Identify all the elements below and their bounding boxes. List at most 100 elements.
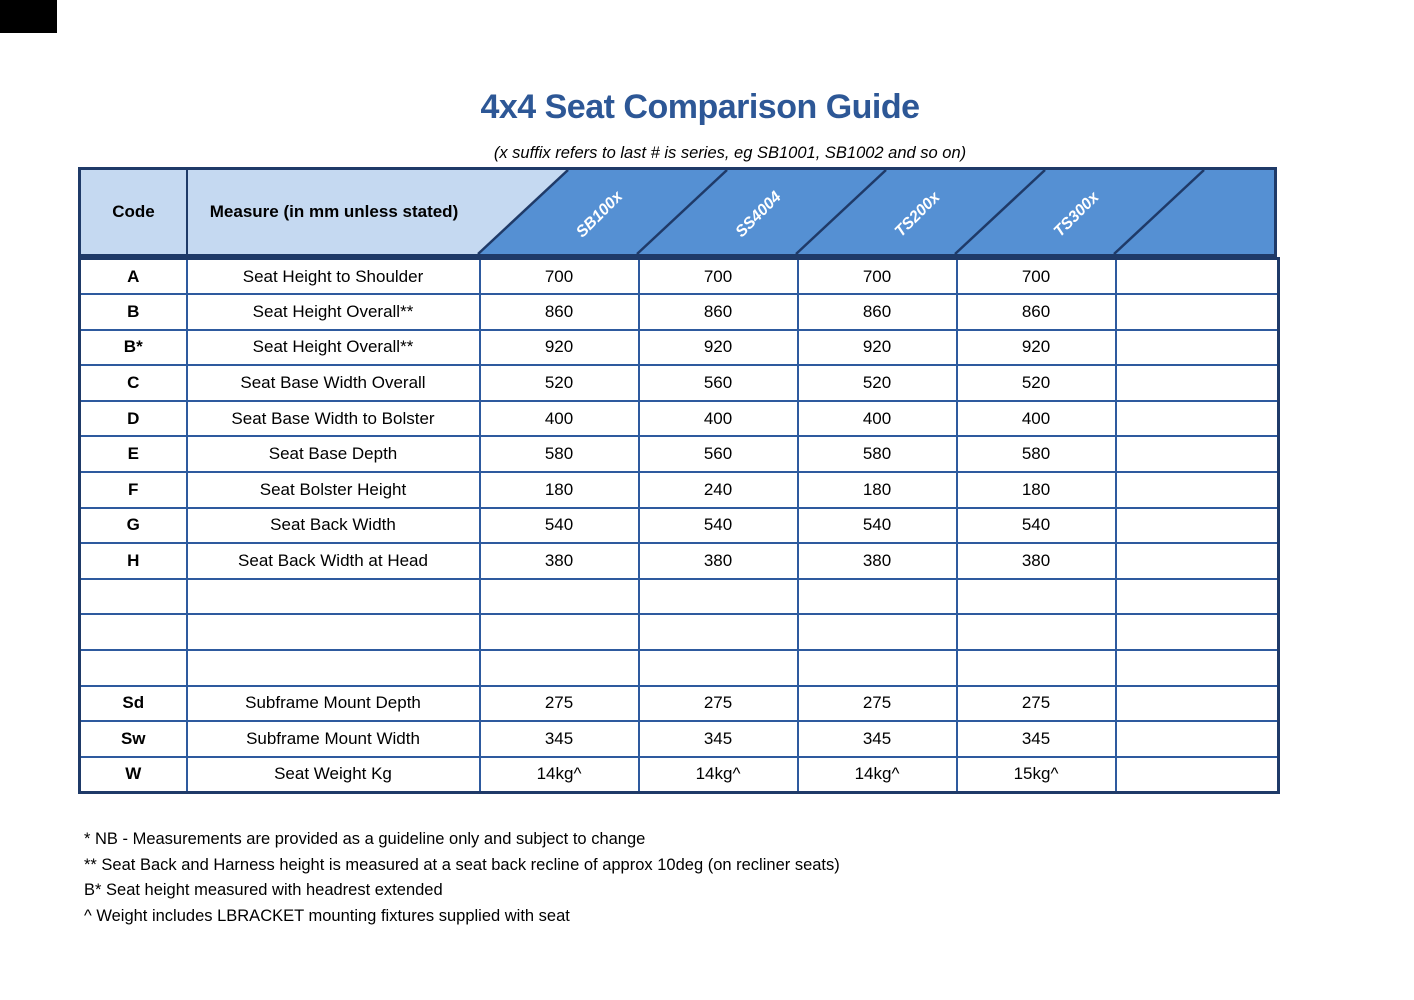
footnote-line: B* Seat height measured with headrest ex… (84, 881, 443, 899)
row-value-cell (637, 649, 799, 687)
row-value-cell (1114, 720, 1280, 758)
header-measure-cell: Measure (in mm unless stated) (209, 202, 459, 221)
row-value-cell (1114, 257, 1280, 296)
row-value-cell: 400 (796, 399, 958, 438)
row-value-cell: 345 (637, 720, 799, 758)
row-value-cell (796, 613, 958, 652)
footnote-line: ** Seat Back and Harness height is measu… (84, 855, 840, 874)
row-measure-cell: Seat Back Width at Head (185, 542, 481, 580)
table-row: Sw Subframe Mount Width 345 345 345 345 (78, 720, 1280, 758)
black-corner-box (0, 0, 57, 33)
table-row: W Seat Weight Kg 14kg^ 14kg^ 14kg^ 15kg^ (78, 755, 1280, 794)
row-value-cell: 380 (955, 542, 1117, 580)
row-value-cell: 540 (637, 506, 799, 545)
row-value-cell: 345 (478, 720, 640, 758)
row-value-cell: 700 (955, 257, 1117, 296)
table-row: A Seat Height to Shoulder 700 700 700 700 (78, 257, 1280, 296)
table-row (78, 577, 1280, 616)
row-value-cell: 380 (637, 542, 799, 580)
row-measure-cell: Seat Height Overall** (185, 293, 481, 331)
table-row: D Seat Base Width to Bolster 400 400 400 400 (78, 399, 1280, 438)
row-value-cell: 920 (955, 328, 1117, 367)
row-value-cell: 700 (478, 257, 640, 296)
row-measure-cell: Seat Back Width (185, 506, 481, 545)
row-value-cell (1114, 577, 1280, 616)
row-code-cell: F (78, 471, 188, 509)
row-code-cell: Sd (78, 684, 188, 723)
footnotes: * NB - Measurements are provided as a gu… (84, 827, 840, 929)
row-value-cell: 180 (955, 471, 1117, 509)
row-measure-cell: Seat Base Width to Bolster (185, 399, 481, 438)
page-subtitle: (x suffix refers to last # is series, eg… (493, 144, 967, 162)
row-value-cell (955, 613, 1117, 652)
row-value-cell: 920 (796, 328, 958, 367)
row-code-cell: B* (78, 328, 188, 367)
row-value-cell: 540 (796, 506, 958, 545)
row-value-cell (637, 613, 799, 652)
row-measure-cell (185, 577, 481, 616)
row-value-cell (796, 649, 958, 687)
row-code-cell: H (78, 542, 188, 580)
row-value-cell: 860 (637, 293, 799, 331)
row-value-cell: 400 (478, 399, 640, 438)
row-measure-cell: Subframe Mount Depth (185, 684, 481, 723)
row-value-cell (1114, 364, 1280, 402)
row-value-cell (1114, 755, 1280, 794)
row-measure-cell: Seat Weight Kg (185, 755, 481, 794)
row-measure-cell (185, 613, 481, 652)
table-row: B Seat Height Overall** 860 860 860 860 (78, 293, 1280, 331)
row-value-cell: 700 (796, 257, 958, 296)
row-value-cell: 275 (796, 684, 958, 723)
row-value-cell: 345 (955, 720, 1117, 758)
row-measure-cell: Seat Bolster Height (185, 471, 481, 509)
footnote-line: * NB - Measurements are provided as a gu… (84, 830, 646, 848)
comparison-table: A Seat Height to Shoulder 700 700 700 700 B Sea… (78, 257, 1280, 794)
row-code-cell: A (78, 257, 188, 296)
row-value-cell (1114, 684, 1280, 723)
row-value-cell: 380 (796, 542, 958, 580)
row-value-cell (1114, 506, 1280, 545)
table-row: Sd Subframe Mount Depth 275 275 275 275 (78, 684, 1280, 723)
row-code-cell (78, 649, 188, 687)
row-measure-cell: Subframe Mount Width (185, 720, 481, 758)
header-diagonal-lines (477, 170, 1205, 254)
row-value-cell (478, 613, 640, 652)
table-row (78, 613, 1280, 652)
row-value-cell: 275 (637, 684, 799, 723)
row-code-cell: G (78, 506, 188, 545)
table-row: B* Seat Height Overall** 920 920 920 920 (78, 328, 1280, 367)
row-code-cell: W (78, 755, 188, 794)
row-value-cell: 560 (637, 435, 799, 474)
row-value-cell (637, 577, 799, 616)
row-value-cell: 520 (955, 364, 1117, 402)
row-code-cell: C (78, 364, 188, 402)
row-value-cell (1114, 649, 1280, 687)
row-value-cell: 540 (478, 506, 640, 545)
row-measure-cell (185, 649, 481, 687)
table-row: F Seat Bolster Height 180 240 180 180 (78, 471, 1280, 509)
table-row: C Seat Base Width Overall 520 560 520 520 (78, 364, 1280, 402)
row-value-cell: 580 (478, 435, 640, 474)
row-measure-cell: Seat Height to Shoulder (185, 257, 481, 296)
row-code-cell: D (78, 399, 188, 438)
row-value-cell (478, 649, 640, 687)
row-value-cell: 700 (637, 257, 799, 296)
row-value-cell: 580 (796, 435, 958, 474)
row-code-cell (78, 613, 188, 652)
page-title: 4x4 Seat Comparison Guide (480, 88, 920, 126)
row-value-cell (1114, 542, 1280, 580)
row-value-cell (1114, 613, 1280, 652)
table-row: E Seat Base Depth 580 560 580 580 (78, 435, 1280, 474)
row-value-cell: 520 (796, 364, 958, 402)
row-value-cell (1114, 471, 1280, 509)
table-body: A Seat Height to Shoulder 700 700 700 700 B Sea… (78, 257, 1280, 794)
row-value-cell: 275 (478, 684, 640, 723)
row-value-cell: 14kg^ (637, 755, 799, 794)
row-value-cell (955, 649, 1117, 687)
table-row (78, 649, 1280, 687)
row-value-cell: 860 (955, 293, 1117, 331)
row-value-cell (1114, 328, 1280, 367)
row-value-cell: 345 (796, 720, 958, 758)
row-value-cell: 400 (637, 399, 799, 438)
